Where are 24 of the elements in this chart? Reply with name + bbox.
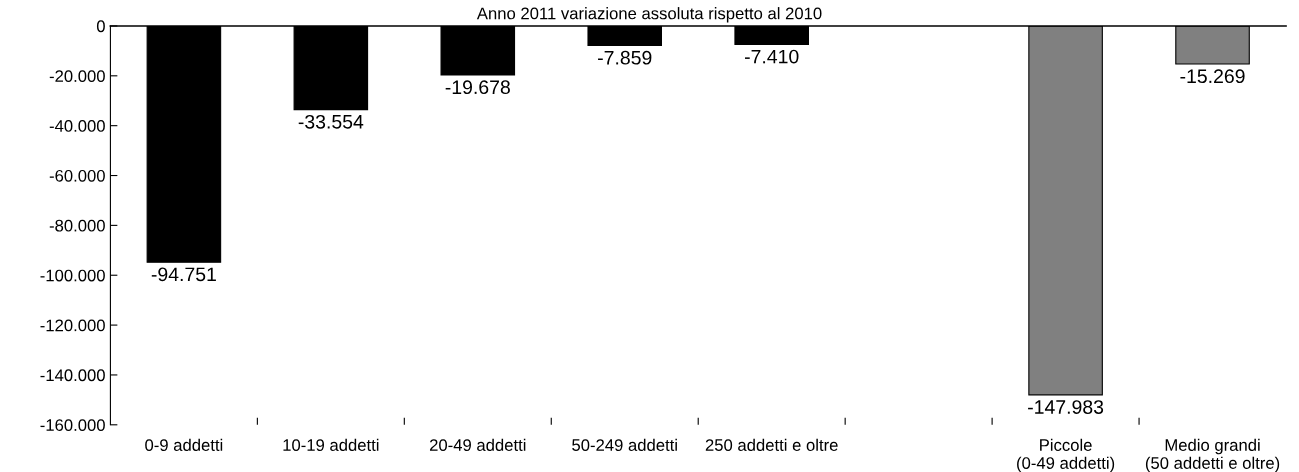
x-tick-label: Piccole (0-49 addetti) [1017,438,1115,472]
data-label: -147.983 [1028,400,1104,414]
y-tick-label: -100.000 [40,269,105,282]
data-label: -15.269 [1180,69,1245,84]
y-tick-label: -80.000 [49,219,105,232]
data-label: -94.751 [151,267,216,282]
y-tick-label: -40.000 [49,120,105,132]
y-tick-label: 0 [96,20,105,33]
y-tick-label: -60.000 [49,169,105,182]
data-label: -7.410 [744,49,799,64]
x-tick-label: 50-249 addetti [572,438,677,451]
data-label: -33.554 [298,114,364,129]
x-tick-label: 20-49 addetti [429,438,526,451]
data-label: -7.859 [598,50,652,65]
x-tick-label: 10-19 addetti [283,438,379,451]
x-tick-label: Medio grandi (50 addetti e oltre) [1145,438,1280,472]
y-tick-label: -140.000 [40,369,105,382]
y-tick-label: -160.000 [40,419,105,431]
x-tick-label: 250 addetti e oltre [705,438,838,451]
x-tick-label: 0-9 addetti [145,438,223,451]
y-tick-label: -120.000 [40,319,105,332]
data-label: -19.678 [445,80,510,95]
y-tick-label: -20.000 [49,70,105,83]
chart-title: Anno 2011 variazione assoluta rispetto al 2010 [476,7,822,23]
